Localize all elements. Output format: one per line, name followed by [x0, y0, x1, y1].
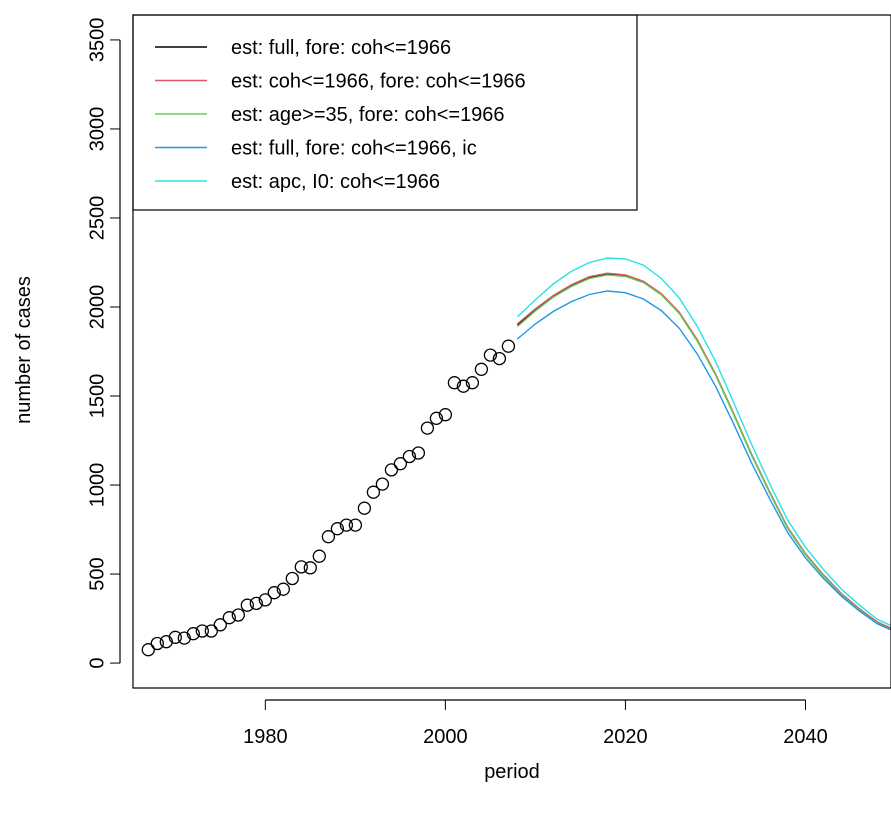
observed-point: [438, 408, 453, 422]
observed-point: [375, 477, 390, 491]
observed-point: [159, 635, 173, 649]
observed-point: [348, 518, 363, 532]
y-tick-label: 3500: [86, 18, 108, 63]
observed-point: [204, 624, 218, 638]
y-tick-label: 0: [86, 658, 108, 669]
observed-point: [312, 549, 326, 563]
legend-box: [132, 14, 638, 211]
y-tick-label: 500: [86, 557, 108, 590]
series-line-3: [516, 274, 891, 631]
legend-label-1: est: full, fore: coh<=1966: [231, 37, 451, 59]
legend-label-4: est: full, fore: coh<=1966, ic: [231, 138, 477, 160]
x-tick-label: 2040: [783, 726, 828, 748]
observed-point: [483, 348, 498, 362]
observed-point: [195, 624, 209, 638]
observed-point: [357, 501, 372, 515]
axes: 1980 2000 2020 2040 0 500 1000 1500 2000 2500 3000…: [86, 14, 891, 748]
observed-point: [456, 379, 471, 393]
observed-point: [267, 586, 281, 600]
observed-point: [258, 593, 272, 607]
series-line-4: [516, 290, 891, 631]
observed-point: [411, 446, 426, 460]
x-axis-title: period: [484, 761, 540, 783]
y-tick-label: 2000: [86, 285, 108, 330]
observed-point: [393, 457, 408, 471]
observed-point: [186, 627, 200, 641]
observed-point: [492, 351, 507, 366]
x-tick-label: 2000: [423, 726, 468, 748]
observed-point: [501, 339, 516, 353]
y-axis-title: number of cases: [13, 276, 35, 424]
legend-label-5: est: apc, I0: coh<=1966: [231, 171, 440, 193]
observed-point: [168, 630, 182, 644]
observed-point: [402, 449, 417, 464]
observed-point: [285, 571, 299, 586]
y-tick-label: 2500: [86, 196, 108, 241]
observed-point: [303, 561, 317, 575]
observed-point: [429, 411, 444, 425]
observed-point: [240, 598, 254, 612]
observed-point: [465, 376, 480, 390]
y-tick-label: 3000: [86, 107, 108, 152]
observed-point: [231, 608, 245, 622]
series-line-1: [516, 273, 891, 630]
observed-point: [222, 611, 236, 625]
observed-point: [321, 530, 336, 544]
observed-point: [339, 518, 354, 532]
observed-point: [330, 522, 345, 536]
observed-point: [249, 596, 263, 611]
observed-point: [213, 618, 227, 632]
plot-frame: [132, 14, 891, 689]
y-tick-label: 1500: [86, 374, 108, 419]
observed-point: [474, 362, 489, 376]
legend-label-2: est: coh<=1966, fore: coh<=1966: [231, 71, 526, 93]
observed-point: [177, 631, 191, 645]
series-line-5: [516, 257, 891, 627]
observed-point: [366, 485, 381, 499]
plot-area: [141, 257, 891, 657]
legend-label-3: est: age>=35, fore: coh<=1966: [231, 104, 505, 126]
plot-content: [141, 257, 891, 657]
observed-point: [447, 376, 462, 390]
series-line-2: [516, 272, 891, 629]
observed-point: [150, 636, 164, 651]
observed-point: [384, 463, 399, 477]
observed-point: [294, 560, 308, 574]
observed-point: [141, 643, 155, 657]
observed-point: [276, 582, 290, 596]
observed-point: [420, 421, 435, 435]
x-tick-label: 1980: [243, 726, 288, 748]
x-tick-label: 2020: [603, 726, 648, 748]
y-tick-label: 1000: [86, 463, 108, 508]
legend: est: full, fore: coh<=1966 est: coh<=1966…: [132, 14, 638, 211]
